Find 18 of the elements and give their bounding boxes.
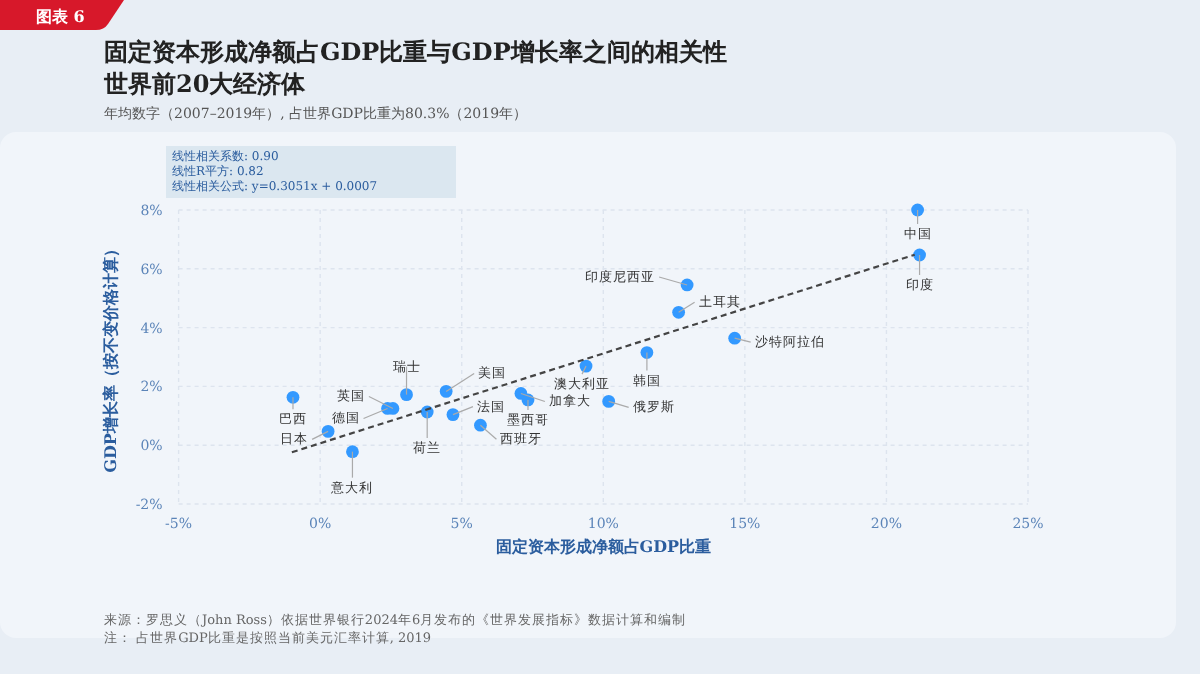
point: [728, 331, 742, 345]
point: [346, 445, 359, 459]
chart-subtitle: 世界前20大经济体: [102, 70, 308, 98]
text: 图表 6: [36, 6, 86, 26]
point: [321, 424, 335, 438]
x-axis-title: 固定资本形成净额占GDP比重: [495, 536, 712, 556]
point: [911, 203, 924, 217]
point: [680, 278, 694, 292]
point: [913, 248, 926, 262]
point: [602, 394, 616, 408]
point: [672, 305, 686, 319]
y-axis-title: GDP增长率（按不变价格计算）: [100, 241, 120, 473]
point: [474, 418, 487, 432]
point: [640, 346, 654, 359]
point: [400, 388, 413, 402]
point: [439, 385, 453, 398]
chart-title: 固定资本形成净额占GDP比重与GDP增长率之间的相关性: [104, 38, 727, 66]
point: [446, 408, 460, 422]
